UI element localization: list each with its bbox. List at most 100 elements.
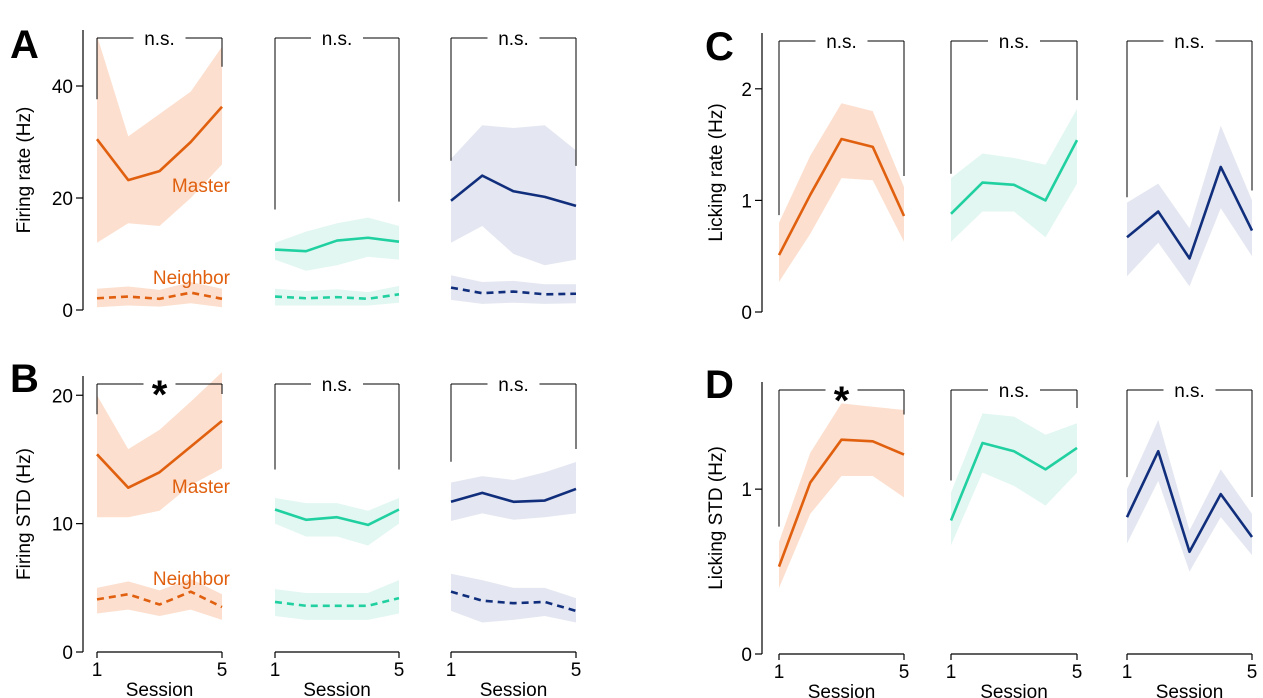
band bbox=[951, 108, 1077, 242]
series-line-dashed bbox=[96, 590, 223, 609]
series-line-dashed bbox=[274, 293, 400, 301]
y-axis-label: Firing STD (Hz) bbox=[14, 448, 35, 580]
band-dashed bbox=[275, 580, 399, 620]
band-dashed bbox=[97, 282, 222, 308]
x-tick-label: 1 bbox=[1122, 662, 1133, 683]
group-3: n.s. 1 5 Session bbox=[446, 375, 582, 698]
x-tick-label: 1 bbox=[946, 662, 957, 683]
group-2: n.s. bbox=[950, 32, 1079, 242]
significance-star: * bbox=[152, 373, 168, 417]
significance-label: n.s. bbox=[144, 29, 175, 50]
group-3: n.s. 1 5 Session bbox=[1122, 381, 1258, 698]
series-line bbox=[1126, 165, 1254, 260]
series-line-dashed bbox=[450, 590, 577, 613]
series-line bbox=[949, 441, 1078, 521]
y-tick-label: 10 bbox=[52, 515, 73, 536]
x-axis-label: Session bbox=[980, 682, 1048, 698]
band bbox=[779, 403, 904, 589]
significance-label: n.s. bbox=[322, 375, 353, 396]
band-dashed bbox=[451, 275, 576, 304]
significance-label: n.s. bbox=[999, 381, 1030, 402]
band-dashed bbox=[97, 578, 222, 620]
y-tick-label: 0 bbox=[741, 303, 752, 324]
x-axis-label: Session bbox=[480, 680, 548, 698]
significance-label: n.s. bbox=[1174, 381, 1205, 402]
x-tick-label: 5 bbox=[1072, 662, 1083, 683]
series-line bbox=[450, 487, 577, 504]
group-3: n.s. bbox=[1126, 32, 1254, 287]
y-tick-label: 20 bbox=[52, 386, 73, 407]
series-name-label: Master bbox=[172, 176, 231, 197]
series-line bbox=[950, 139, 1079, 215]
panel-d: D 0 1 Licking STD (Hz) * 1 5 Session n.s. 1 5 Sessi… bbox=[705, 363, 1257, 698]
series-name-label: Neighbor bbox=[153, 268, 231, 289]
significance-label: n.s. bbox=[498, 29, 529, 50]
panel-c: C 0 1 2 Licking rate (Hz) n.s. n.s. n.s. bbox=[705, 25, 1254, 324]
group-1: * 1 5 Session Master Neighbor bbox=[92, 372, 231, 698]
y-axis-label: Firing rate (Hz) bbox=[14, 107, 35, 234]
x-tick-label: 5 bbox=[217, 660, 228, 681]
y-tick-label: 40 bbox=[52, 77, 73, 98]
x-axis-label: Session bbox=[303, 680, 371, 698]
group-2: n.s. bbox=[274, 29, 400, 306]
series-line bbox=[96, 419, 223, 489]
significance-star: * bbox=[834, 379, 850, 423]
series-line bbox=[274, 236, 400, 253]
y-tick-label: 2 bbox=[741, 80, 752, 101]
x-tick-label: 5 bbox=[394, 660, 405, 681]
x-tick-label: 5 bbox=[571, 660, 582, 681]
series-line bbox=[1125, 449, 1254, 554]
group-1: * 1 5 Session bbox=[774, 379, 910, 698]
panel-a: A 0 20 40 Firing rate (Hz) n.s. Master Neighbor… bbox=[10, 23, 577, 322]
x-tick-label: 1 bbox=[446, 660, 457, 681]
band bbox=[275, 497, 399, 546]
y-tick-label: 0 bbox=[62, 301, 73, 322]
x-tick-label: 1 bbox=[774, 662, 785, 683]
significance-label: n.s. bbox=[322, 29, 353, 50]
x-tick-label: 1 bbox=[92, 660, 103, 681]
series-line bbox=[274, 508, 400, 527]
y-tick-label: 1 bbox=[741, 191, 752, 212]
x-axis-label: Session bbox=[808, 682, 876, 698]
panel-letter: A bbox=[10, 23, 39, 67]
panel-letter: B bbox=[10, 357, 39, 401]
band bbox=[275, 217, 399, 271]
y-axis-label: Licking STD (Hz) bbox=[706, 446, 727, 590]
band bbox=[97, 372, 222, 518]
band bbox=[951, 413, 1077, 546]
band bbox=[97, 35, 222, 243]
group-1: n.s. bbox=[777, 32, 906, 282]
series-line-dashed bbox=[274, 596, 400, 608]
series-line bbox=[450, 174, 577, 208]
x-axis-label: Session bbox=[126, 680, 194, 698]
series-line bbox=[777, 438, 905, 568]
y-tick-label: 0 bbox=[741, 645, 752, 666]
series-name-label: Master bbox=[172, 477, 231, 498]
panel-letter: C bbox=[705, 25, 734, 69]
x-tick-label: 5 bbox=[899, 662, 910, 683]
band bbox=[1127, 419, 1252, 572]
series-name-label: Neighbor bbox=[153, 569, 231, 590]
band bbox=[779, 103, 904, 282]
y-tick-label: 0 bbox=[62, 643, 73, 664]
series-line bbox=[777, 137, 906, 256]
x-tick-label: 5 bbox=[1247, 662, 1258, 683]
group-1: n.s. Master Neighbor bbox=[95, 29, 231, 308]
series-line-dashed bbox=[450, 286, 577, 296]
significance-label: n.s. bbox=[999, 32, 1030, 53]
group-3: n.s. bbox=[450, 29, 577, 304]
series-line-dashed bbox=[96, 291, 223, 301]
series-line bbox=[95, 105, 223, 182]
panel-b: B 0 10 20 Firing STD (Hz) * 1 5 Session Master Nei… bbox=[10, 357, 581, 698]
y-axis-label: Licking rate (Hz) bbox=[706, 103, 727, 241]
y-tick-label: 1 bbox=[741, 480, 752, 501]
band bbox=[451, 125, 576, 266]
band-dashed bbox=[451, 573, 576, 623]
band bbox=[451, 462, 576, 522]
significance-label: n.s. bbox=[1174, 32, 1205, 53]
band bbox=[1127, 125, 1252, 287]
x-tick-label: 1 bbox=[270, 660, 281, 681]
y-tick-label: 20 bbox=[52, 189, 73, 210]
band-dashed bbox=[275, 285, 399, 306]
